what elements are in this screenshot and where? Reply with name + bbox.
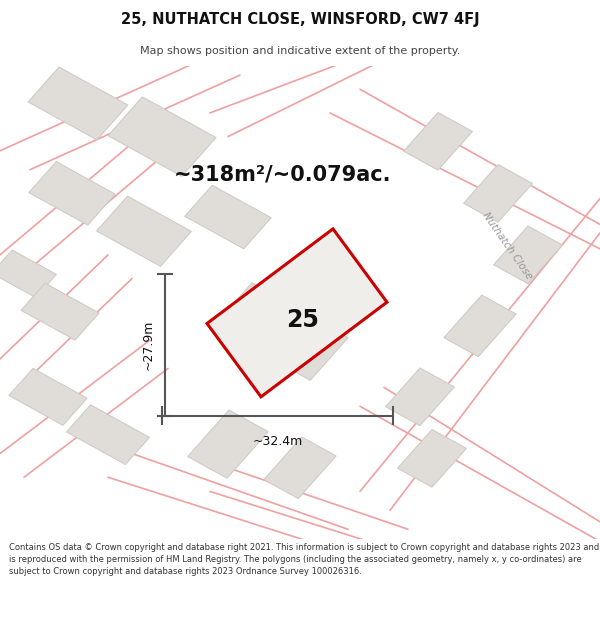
Polygon shape [0, 250, 56, 298]
Polygon shape [108, 97, 216, 176]
Polygon shape [494, 226, 562, 284]
Polygon shape [207, 229, 387, 397]
Polygon shape [97, 196, 191, 266]
Polygon shape [188, 410, 268, 478]
Text: ~32.4m: ~32.4m [253, 434, 302, 447]
Text: ~27.9m: ~27.9m [141, 319, 154, 370]
Polygon shape [464, 164, 532, 222]
Text: Map shows position and indicative extent of the property.: Map shows position and indicative extent… [140, 46, 460, 56]
Polygon shape [398, 429, 466, 488]
Polygon shape [21, 283, 99, 340]
Text: 25: 25 [287, 308, 319, 332]
Polygon shape [9, 368, 87, 425]
Polygon shape [67, 405, 149, 464]
Polygon shape [218, 282, 286, 341]
Text: 25, NUTHATCH CLOSE, WINSFORD, CW7 4FJ: 25, NUTHATCH CLOSE, WINSFORD, CW7 4FJ [121, 12, 479, 27]
Polygon shape [185, 185, 271, 249]
Polygon shape [444, 295, 516, 357]
Polygon shape [386, 368, 454, 426]
Polygon shape [28, 67, 128, 140]
Text: ~318m²/~0.079ac.: ~318m²/~0.079ac. [173, 164, 391, 184]
Text: Contains OS data © Crown copyright and database right 2021. This information is : Contains OS data © Crown copyright and d… [9, 543, 599, 576]
Polygon shape [29, 162, 115, 225]
Polygon shape [404, 112, 472, 170]
Polygon shape [276, 319, 348, 381]
Text: Nuthatch Close: Nuthatch Close [480, 210, 534, 281]
Polygon shape [264, 437, 336, 499]
